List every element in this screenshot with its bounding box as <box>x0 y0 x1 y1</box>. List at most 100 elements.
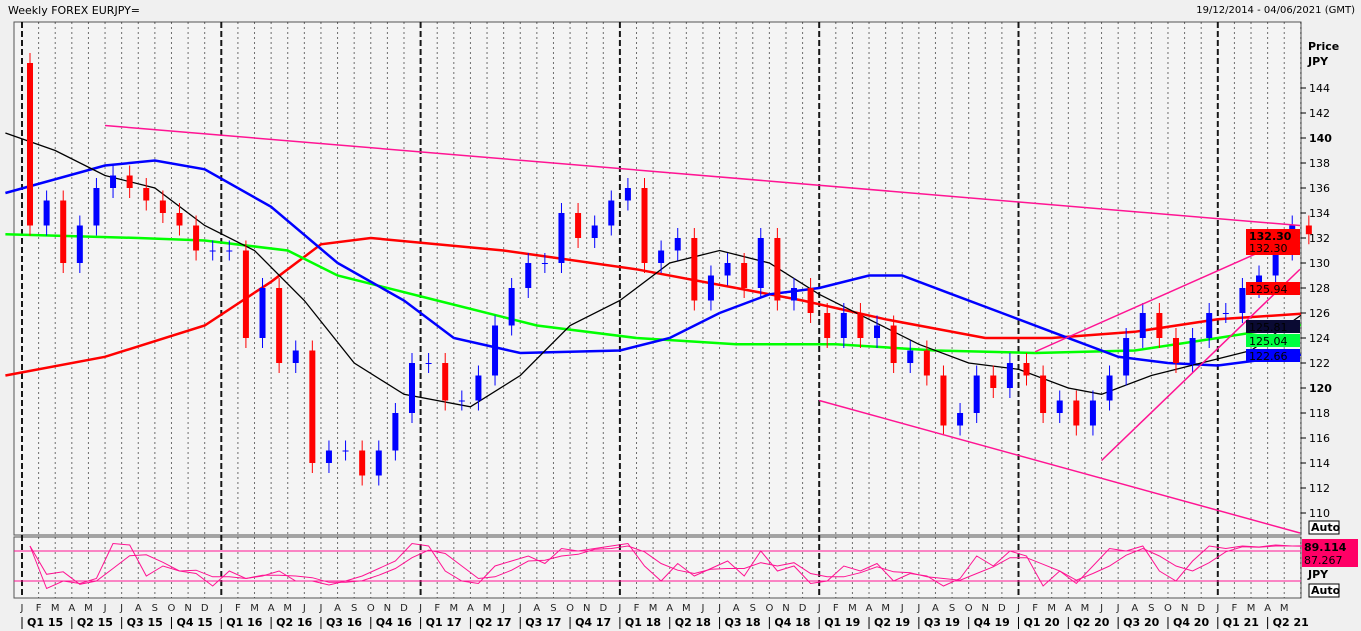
candle-body <box>309 350 316 463</box>
month-tick-label: J <box>20 603 24 614</box>
month-tick-label: J <box>418 603 422 614</box>
quarter-tick-label: Q2 15 <box>77 616 113 629</box>
candle-body <box>907 350 914 363</box>
month-tick-label: A <box>1264 603 1271 614</box>
month-tick-label: J <box>1116 603 1120 614</box>
month-tick-label: J <box>617 603 621 614</box>
price-label-badge <box>1246 320 1300 333</box>
month-tick-label: N <box>184 603 191 614</box>
price-label-badge <box>1246 282 1300 295</box>
candle-body <box>226 250 233 252</box>
candle-body <box>193 225 200 251</box>
quarter-tick-label: Q3 20 <box>1123 616 1159 629</box>
price-tick-label: 114 <box>1309 457 1330 470</box>
candle-body <box>691 238 698 301</box>
candle-body <box>940 375 947 426</box>
price-tick-label: 144 <box>1309 82 1330 95</box>
month-tick-label: F <box>634 603 640 614</box>
candle-body <box>807 288 814 313</box>
quarter-tick-label: Q2 19 <box>874 616 910 629</box>
candle-body <box>442 363 449 401</box>
candle-body <box>408 363 415 413</box>
month-tick-label: O <box>1164 603 1172 614</box>
candle-body <box>674 238 681 251</box>
month-tick-label: J <box>717 603 721 614</box>
candle-body <box>641 188 648 263</box>
month-tick-label: F <box>1032 603 1038 614</box>
month-tick-label: O <box>367 603 375 614</box>
month-tick-label: M <box>449 603 458 614</box>
indicator-auto-button[interactable] <box>1308 583 1340 598</box>
candle-body <box>990 375 997 388</box>
candle-body <box>1089 400 1096 426</box>
candle-body <box>790 288 797 301</box>
month-tick-label: J <box>1016 603 1020 614</box>
candle-body <box>492 325 499 376</box>
price-tick-label: 122 <box>1309 357 1330 370</box>
candle-body <box>558 213 565 263</box>
month-tick-label: N <box>982 603 989 614</box>
month-tick-label: M <box>250 603 259 614</box>
month-tick-label: M <box>283 603 292 614</box>
indicator-value-2: 87.267 <box>1304 554 1343 567</box>
month-tick-label: A <box>932 603 939 614</box>
month-tick-label: F <box>1232 603 1238 614</box>
candle-body <box>508 288 515 326</box>
candle-body <box>1156 313 1163 338</box>
month-tick-label: O <box>168 603 176 614</box>
month-tick-label: M <box>682 603 691 614</box>
quarter-tick-label: Q4 19 <box>974 616 1010 629</box>
month-tick-label: M <box>1081 603 1090 614</box>
month-tick-label: F <box>833 603 839 614</box>
price-tick-label: 118 <box>1309 407 1330 420</box>
indicator-value-1: 89.114 <box>1304 541 1347 554</box>
price-label-value: 125.04 <box>1249 335 1288 348</box>
month-tick-label: S <box>351 603 357 614</box>
candle-body <box>1172 338 1179 363</box>
candle-body <box>1139 313 1146 338</box>
price-tick-label: 120 <box>1309 382 1332 395</box>
candle-body <box>475 375 482 401</box>
quarter-tick-label: Q2 21 <box>1273 616 1309 629</box>
auto-scale-button[interactable] <box>1308 520 1340 535</box>
candle-body <box>608 200 615 226</box>
candle-body <box>176 213 183 226</box>
candle-body <box>973 375 980 413</box>
month-tick-label: A <box>533 603 540 614</box>
candle-body <box>658 250 665 263</box>
candle-body <box>824 313 831 338</box>
month-tick-label: S <box>750 603 756 614</box>
month-tick-label: J <box>900 603 904 614</box>
indicator-pane <box>13 536 1302 599</box>
candle-body <box>525 263 532 288</box>
candle-body <box>724 263 731 276</box>
candle-body <box>375 450 382 476</box>
month-tick-label: O <box>765 603 773 614</box>
month-tick-label: J <box>916 603 920 614</box>
month-tick-label: M <box>1280 603 1289 614</box>
month-tick-label: D <box>799 603 807 614</box>
quarter-tick-label: Q3 17 <box>525 616 561 629</box>
candle-body <box>890 325 897 363</box>
price-tick-label: 142 <box>1309 107 1330 120</box>
price-tick-label: 112 <box>1309 482 1330 495</box>
quarter-tick-label: Q1 20 <box>1024 616 1060 629</box>
month-tick-label: A <box>135 603 142 614</box>
price-tick-label: 124 <box>1309 332 1330 345</box>
month-tick-label: J <box>518 603 522 614</box>
month-tick-label: M <box>649 603 658 614</box>
month-tick-label: A <box>68 603 75 614</box>
month-tick-label: D <box>1197 603 1205 614</box>
candle-body <box>857 313 864 338</box>
price-tick-label: 130 <box>1309 257 1330 270</box>
trendline <box>104 124 1301 227</box>
quarter-tick-label: Q1 21 <box>1223 616 1259 629</box>
quarter-tick-label: Q1 17 <box>426 616 462 629</box>
moving-average-line <box>5 236 1301 377</box>
moving-average-line <box>5 159 1301 367</box>
candle-body <box>774 238 781 301</box>
candle-body <box>591 225 598 238</box>
month-tick-label: D <box>599 603 607 614</box>
month-tick-label: J <box>700 603 704 614</box>
